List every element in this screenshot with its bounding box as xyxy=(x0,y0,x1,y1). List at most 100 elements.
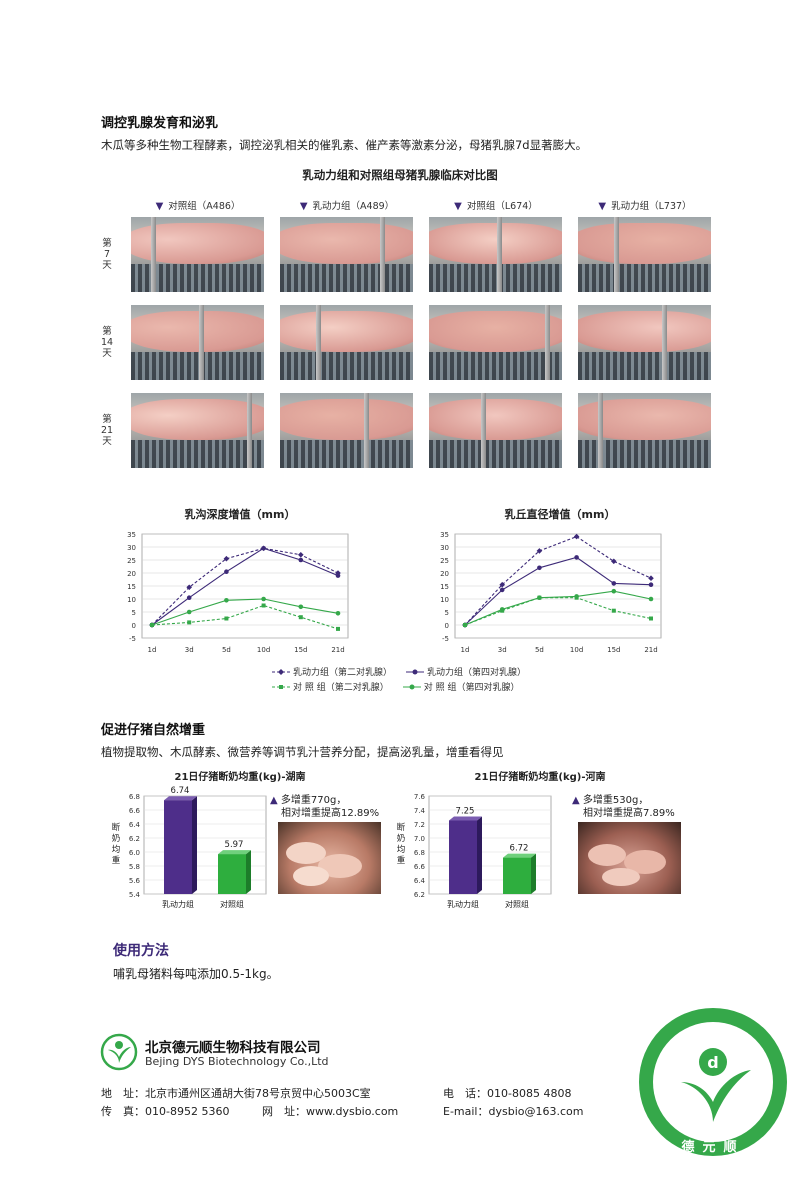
legend-solid-purple-marker xyxy=(406,669,425,674)
bar-side xyxy=(246,850,251,894)
data-point xyxy=(298,557,304,563)
section-heading-mammary: 调控乳腺发育和泌乳 xyxy=(101,116,219,131)
henan-weight-bar-chart: 7.6 7.4 7.2 7.0 6.8 6.6 6.4 6.2 断奶均重 7.25 乳动力组 6.72… xyxy=(397,793,552,909)
data-point xyxy=(574,555,579,560)
y-tick-label: 15 xyxy=(127,583,136,591)
fax-line: 传 真：010-8952 5360 xyxy=(101,1105,230,1118)
sow-udder-photo xyxy=(578,393,711,468)
y-tick-label: 6.4 xyxy=(414,877,426,885)
usage-body: 哺乳母猪料每吨添加0.5-1kg。 xyxy=(113,967,279,981)
y-tick-label: 5 xyxy=(132,609,136,617)
bar-chart-henan-title: 21日仔猪断奶均重(kg)-河南 xyxy=(474,772,606,783)
y-tick-label: 6.0 xyxy=(129,849,140,857)
sow-udder-photo xyxy=(280,217,413,292)
data-point xyxy=(298,615,303,620)
usage-heading: 使用方法 xyxy=(113,943,169,959)
note-hunan: ▲ 多增重770g， 相对增重提高12.89% xyxy=(270,795,380,819)
sow-udder-photo xyxy=(429,305,562,380)
legend-item: 对 照 组（第二对乳腺） xyxy=(272,680,389,693)
address-line: 地 址：北京市通州区通胡大街78号京贸中心5003C室 xyxy=(101,1087,371,1100)
chart-legend: 乳动力组（第二对乳腺） 乳动力组（第四对乳腺） 对 照 组（第二对乳腺） 对 照… xyxy=(272,664,542,694)
triangle-icon: ▼ xyxy=(454,201,462,212)
series-line xyxy=(151,604,339,630)
y-tick-label: 30 xyxy=(127,544,136,552)
y-tick-label: 7.0 xyxy=(414,835,425,843)
piglets-photo-henan xyxy=(578,822,681,894)
bar-top xyxy=(449,816,482,821)
y-tick-label: 5.8 xyxy=(129,863,140,871)
data-point xyxy=(223,555,230,562)
bar-value-label: 6.72 xyxy=(510,844,529,854)
bar-value-label: 7.25 xyxy=(456,807,475,817)
bar-value-label: 6.74 xyxy=(171,786,190,796)
triangle-icon: ▼ xyxy=(299,201,308,212)
y-tick-label: 5 xyxy=(445,609,449,617)
groove-depth-line-chart: 35 30 25 20 15 10 5 0 -5 1d 3d 5d 10d 15d 21d xyxy=(127,531,349,654)
bar-top xyxy=(503,853,536,858)
svg-text:d: d xyxy=(707,1053,718,1072)
y-tick-label: 15 xyxy=(440,583,449,591)
section-heading-weight: 促进仔猪自然增重 xyxy=(101,723,206,738)
data-point xyxy=(537,565,542,571)
data-point xyxy=(499,581,505,588)
y-axis-label: 均 xyxy=(112,844,121,855)
bar xyxy=(503,857,531,894)
column-header-1: ▼ 对照组（A486） xyxy=(155,201,241,212)
bar xyxy=(449,820,477,894)
legend-item: 乳动力组（第四对乳腺） xyxy=(406,665,526,678)
data-point xyxy=(537,595,542,600)
data-point xyxy=(499,587,505,593)
email-line: E-mail：dysbio@163.com xyxy=(443,1105,584,1118)
y-tick-label: 6.2 xyxy=(414,891,425,899)
y-tick-label: 6.2 xyxy=(129,835,140,843)
data-point xyxy=(261,546,266,551)
data-point xyxy=(149,622,155,628)
y-tick-label: 7.2 xyxy=(414,821,425,829)
x-tick-label: 10d xyxy=(257,646,270,654)
brand-badge: Bio-Technology d 德元顺 xyxy=(639,1008,787,1156)
bar xyxy=(218,854,246,894)
data-point xyxy=(611,581,617,586)
x-tick-label: 对照组 xyxy=(505,899,529,909)
sow-udder-photo xyxy=(280,393,413,468)
x-tick-label: 15d xyxy=(294,646,307,654)
y-tick-label: 6.8 xyxy=(414,849,425,857)
company-logo-icon xyxy=(100,1033,138,1071)
y-tick-label: 5.4 xyxy=(129,891,141,899)
data-point xyxy=(611,588,617,594)
sow-udder-photo xyxy=(578,217,711,292)
data-point xyxy=(187,620,192,625)
x-tick-label: 5d xyxy=(535,646,544,654)
data-point xyxy=(186,595,192,600)
data-point xyxy=(574,594,579,599)
y-axis-label: 断 xyxy=(112,822,121,833)
legend-dashed-green-marker xyxy=(272,684,290,689)
y-tick-label: 25 xyxy=(440,557,449,565)
triangle-up-icon: ▲ xyxy=(270,795,278,806)
data-point xyxy=(336,626,340,631)
data-point xyxy=(462,622,468,628)
y-tick-label: 20 xyxy=(440,570,449,578)
bar-side xyxy=(531,853,536,894)
x-tick-label: 1d xyxy=(461,646,470,654)
y-tick-label: 6.6 xyxy=(129,807,141,815)
sow-udder-photo xyxy=(429,393,562,468)
sow-udder-photo xyxy=(429,217,562,292)
sow-udder-photo xyxy=(280,305,413,380)
bar-side xyxy=(477,816,482,894)
legend-solid-green-marker xyxy=(402,684,421,689)
series-line xyxy=(464,556,652,626)
sow-udder-photo xyxy=(131,305,264,380)
company-name-cn: 北京德元顺生物科技有限公司 xyxy=(145,1040,321,1056)
y-tick-label: 10 xyxy=(127,596,136,604)
sow-udder-photo xyxy=(131,393,264,468)
data-point xyxy=(261,596,266,602)
data-point xyxy=(648,596,654,602)
y-tick-label: 35 xyxy=(440,531,449,539)
bar-top xyxy=(218,850,251,855)
web-line: 网 址：www.dysbio.com xyxy=(262,1105,399,1118)
x-tick-label: 5d xyxy=(222,646,231,654)
x-tick-label: 15d xyxy=(607,646,620,654)
y-tick-label: -5 xyxy=(442,635,449,643)
